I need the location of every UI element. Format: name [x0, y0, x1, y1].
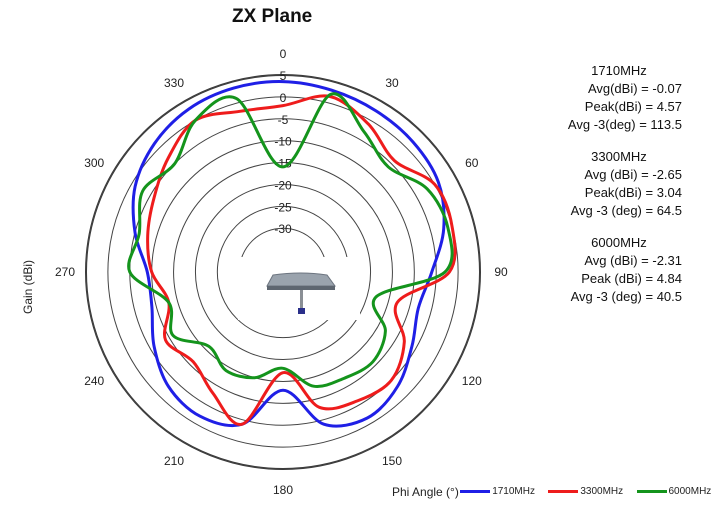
radial-tick-label: -20 [274, 178, 292, 192]
radial-tick-label: 5 [280, 69, 287, 83]
legend-swatch [636, 490, 667, 494]
angle-tick-label: 30 [385, 76, 399, 90]
stats-6000: 6000MHz Avg (dBi) = -2.31 Peak (dBi) = 4… [520, 234, 700, 306]
stats-title: 6000MHz [591, 235, 647, 250]
angle-tick-label: 240 [84, 374, 104, 388]
radial-tick-label: -5 [278, 113, 289, 127]
angle-tick-label: 270 [55, 265, 75, 279]
radial-tick-label: 0 [280, 91, 287, 105]
angle-tick-label: 330 [164, 76, 184, 90]
radial-tick-label: -25 [274, 200, 292, 214]
stats-title: 1710MHz [591, 63, 647, 78]
series-line-6000MHz [127, 92, 454, 388]
legend-item-3300: 3300MHz [548, 486, 623, 497]
antenna-image-mast [300, 290, 303, 310]
angle-tick-label: 210 [164, 454, 184, 468]
legend-swatch [460, 490, 491, 494]
grid-ring [194, 183, 372, 361]
angle-tick-label: 120 [462, 374, 482, 388]
stats-line: Avg (dBi) = -2.65 [584, 167, 682, 182]
legend-label: 3300MHz [580, 486, 624, 498]
legend-label: 6000MHz [668, 486, 712, 498]
stats-line: Peak(dBi) = 4.57 [584, 99, 682, 114]
stats-title: 3300MHz [591, 149, 647, 164]
stats-3300: 3300MHz Avg (dBi) = -2.65 Peak(dBi) = 3.… [520, 148, 700, 220]
stats-line: Avg -3 (deg) = 40.5 [570, 289, 682, 304]
legend: Phi Angle (°) 1710MHz 3300MHz 6000MHz [392, 484, 711, 499]
stats-line: Avg (dBi) = -2.31 [584, 253, 682, 268]
antenna-image-base [267, 286, 335, 290]
grid-ring [85, 74, 481, 470]
angle-tick-label: 90 [494, 265, 508, 279]
angle-tick-label: 150 [382, 454, 402, 468]
angle-tick-label: 0 [280, 47, 287, 61]
legend-item-1710: 1710MHz [460, 486, 535, 497]
legend-item-6000: 6000MHz [636, 486, 712, 498]
radial-tick-label: -30 [274, 222, 292, 236]
stats-line: Avg -3 (deg) = 64.5 [570, 203, 682, 218]
stats-line: Avg(dBi) = -0.07 [587, 81, 682, 96]
angle-tick-label: 60 [465, 156, 479, 170]
series-line-3300MHz [146, 94, 457, 426]
radial-tick-label: -10 [274, 135, 292, 149]
angle-tick-label: 300 [84, 156, 104, 170]
stats-1710: 1710MHz Avg(dBi) = -0.07 Peak(dBi) = 4.5… [520, 62, 700, 134]
legend-label: 1710MHz [492, 486, 535, 498]
chart-title: ZX Plane [232, 6, 313, 27]
antenna-image-connector [298, 308, 305, 314]
stats-line: Peak(dBi) = 3.04 [584, 185, 682, 200]
stats-line: Peak (dBi) = 4.84 [581, 271, 682, 286]
antenna-image-dome [266, 272, 336, 287]
series-line-1710MHz [131, 80, 446, 428]
grid-ring [173, 162, 393, 382]
legend-swatch [548, 490, 579, 494]
stats-line: Avg -3(deg) = 113.5 [567, 117, 682, 132]
grid-ring [107, 96, 459, 448]
stats-panel: 1710MHz Avg(dBi) = -0.07 Peak(dBi) = 4.5… [520, 62, 700, 320]
legend-title: Phi Angle (°) [392, 484, 459, 499]
angle-tick-label: 180 [273, 483, 293, 497]
y-axis-label: Gain (dBi) [21, 259, 35, 315]
